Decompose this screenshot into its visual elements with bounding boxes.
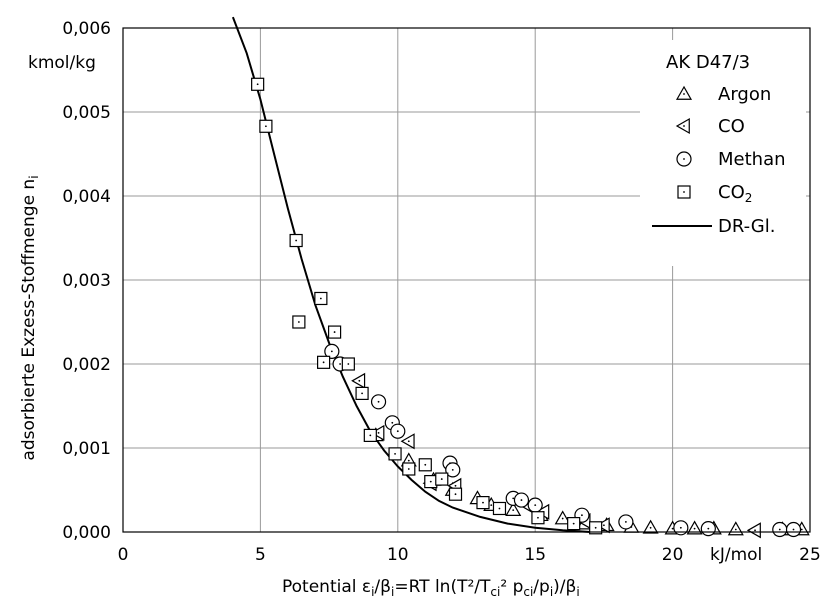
co2-point [567, 516, 581, 531]
co2-point [589, 521, 603, 535]
dr-gl-curve [231, 16, 591, 533]
co2-point [476, 496, 490, 510]
argon-point [642, 519, 659, 534]
co2-point [435, 472, 449, 486]
x-unit-label: kJ/mol [710, 545, 762, 565]
co-point [400, 433, 415, 450]
y-tick-label: 0,004 [62, 187, 111, 207]
legend-label-methan: Methan [718, 149, 786, 170]
legend-marker-co [675, 117, 690, 135]
x-tick-label: 15 [524, 545, 546, 565]
legend-marker-argon [675, 85, 693, 100]
legend-label-co: CO [718, 116, 745, 137]
methan-point [618, 514, 634, 530]
co2-point [251, 77, 265, 91]
co2-point [388, 447, 402, 461]
y-tick-label: 0,000 [62, 523, 111, 543]
co2-point [341, 357, 355, 371]
x-tick-label: 0 [118, 545, 129, 565]
argon-point [686, 520, 703, 535]
y-tick-label: 0,002 [62, 355, 111, 375]
co2-point [492, 501, 507, 516]
y-axis-label-sub: i [27, 175, 41, 178]
x-tick-label: 10 [387, 545, 409, 565]
plot-frame [122, 27, 811, 533]
dr-curve-layer [231, 16, 591, 533]
x-tick-label: 5 [255, 545, 266, 565]
legend-marker-co2 [677, 185, 691, 199]
tick-labels: 0 5 10 15 20 25 0,000 0,001 0,002 0,003 0,004 0,005… [62, 19, 820, 565]
co2-point [327, 325, 342, 339]
co2-point [355, 386, 369, 400]
argon-point [554, 510, 571, 525]
legend: AK D47/3 Argon CO Methan CO2 DR-Gl. [640, 40, 806, 266]
x-tick-label: 20 [662, 545, 684, 565]
methan-point [785, 521, 802, 538]
y-tick-label: 0,006 [62, 19, 111, 39]
y-tick-label: 0,005 [62, 103, 111, 123]
methan-point [390, 423, 406, 439]
argon-point [727, 521, 744, 536]
methan-point [324, 343, 340, 359]
legend-marker-methan [676, 151, 692, 167]
co2-point [402, 462, 416, 476]
methan-point [700, 521, 716, 537]
co2-point [531, 511, 545, 525]
co-point [595, 517, 610, 534]
co2-point [424, 475, 438, 489]
methan-point [370, 394, 387, 410]
co2-point [314, 291, 328, 306]
legend-label-co2: CO2 [718, 182, 752, 205]
co2-point [317, 355, 331, 369]
methan-point [527, 497, 543, 513]
y-tick-label: 0,003 [62, 271, 111, 291]
methan-point [445, 462, 461, 478]
co2-point [418, 458, 432, 472]
y-unit-label: kmol/kg [28, 53, 96, 73]
co-point [746, 522, 761, 539]
co-point [351, 372, 366, 389]
co2-point [289, 233, 303, 248]
legend-label-argon: Argon [718, 84, 771, 105]
methan-point [673, 520, 689, 536]
y-tick-label: 0,001 [62, 439, 111, 459]
methan-point [513, 492, 530, 508]
x-axis-label: Potential εi/βi=RT ln(T²/Tci² pci/pi)/βi [282, 577, 580, 599]
legend-background [640, 40, 806, 266]
legend-title: AK D47/3 [666, 52, 750, 73]
y-axis-label: adsorbierte Exzess-Stoffmenge ni [19, 175, 41, 460]
argon-point [505, 501, 522, 517]
co2-point [448, 487, 463, 501]
x-tick-label: 25 [799, 545, 821, 565]
methan-point [772, 521, 788, 538]
co-point [370, 424, 385, 441]
co2-point [259, 119, 273, 133]
legend-label-dr-gl-: DR-Gl. [718, 216, 775, 237]
co2-point [363, 428, 377, 442]
co2-point [292, 315, 306, 329]
